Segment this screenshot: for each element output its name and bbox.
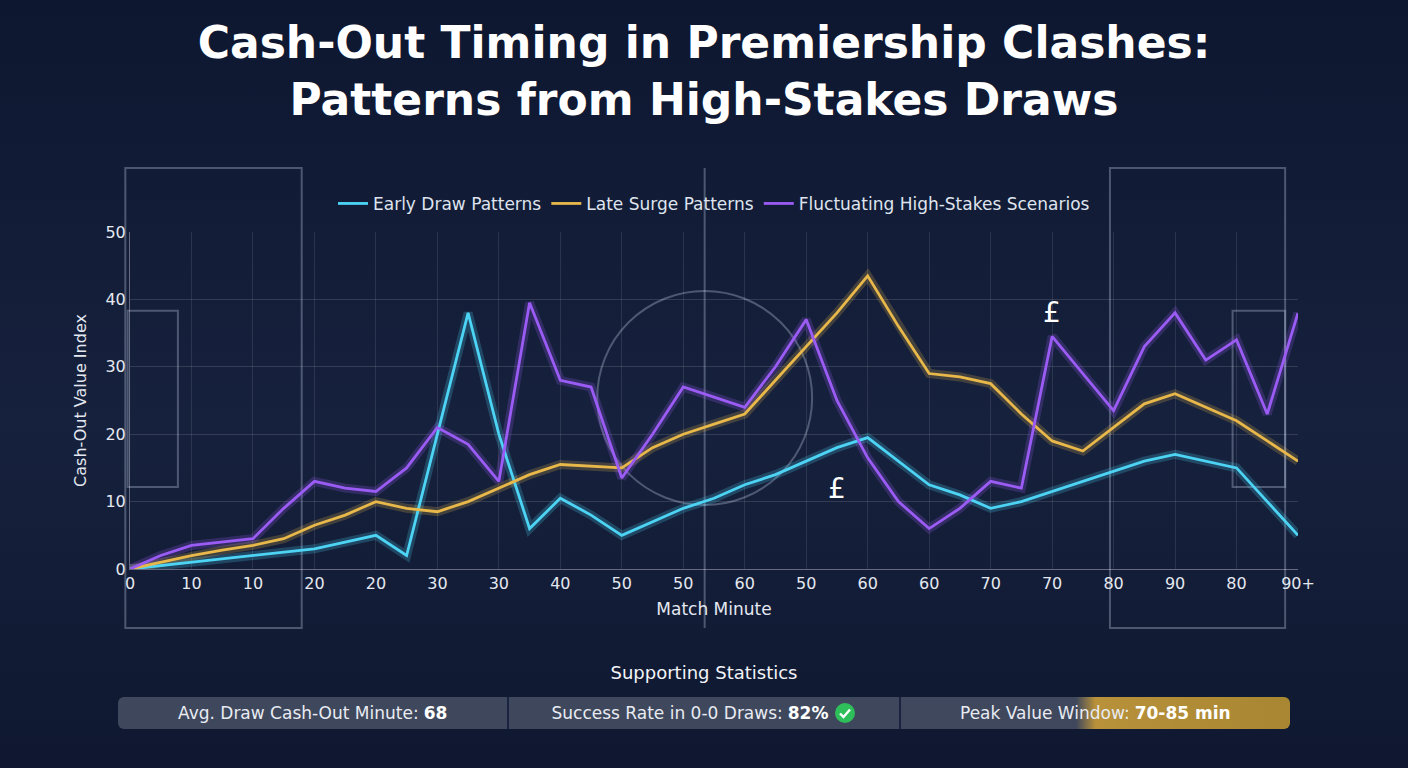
svg-text:30: 30 bbox=[489, 574, 509, 593]
svg-text:50: 50 bbox=[673, 574, 693, 593]
svg-text:10: 10 bbox=[243, 574, 263, 593]
svg-text:20: 20 bbox=[105, 425, 125, 444]
html-text:Supporting Statistics: Supporting Statistics bbox=[610, 662, 798, 683]
svg-text:0: 0 bbox=[125, 574, 135, 593]
svg-text:30: 30 bbox=[427, 574, 447, 593]
svg-text:50: 50 bbox=[612, 574, 632, 593]
svg-text:0: 0 bbox=[116, 560, 126, 579]
html-text:Avg. Draw Cash-Out Minute: 68: Avg. Draw Cash-Out Minute: 68 bbox=[178, 703, 448, 723]
svg-text:10: 10 bbox=[105, 492, 125, 511]
svg-text:20: 20 bbox=[366, 574, 386, 593]
svg-text:Fluctuating High-Stakes Scenar: Fluctuating High-Stakes Scenarios bbox=[799, 194, 1090, 214]
svg-text:£: £ bbox=[828, 472, 846, 505]
svg-text:40: 40 bbox=[550, 574, 570, 593]
svg-text:60: 60 bbox=[919, 574, 939, 593]
svg-text:30: 30 bbox=[105, 357, 125, 376]
svg-text:Early Draw Patterns: Early Draw Patterns bbox=[373, 194, 541, 214]
svg-text:80: 80 bbox=[1226, 574, 1246, 593]
svg-text:60: 60 bbox=[735, 574, 755, 593]
svg-text:50: 50 bbox=[105, 223, 125, 242]
svg-text:20: 20 bbox=[304, 574, 324, 593]
html-text:Peak Value Window: 70-85 min: Peak Value Window: 70-85 min bbox=[960, 703, 1231, 723]
svg-text:Match Minute: Match Minute bbox=[656, 599, 771, 619]
svg-text:40: 40 bbox=[105, 290, 125, 309]
svg-text:80: 80 bbox=[1103, 574, 1123, 593]
svg-text:70: 70 bbox=[1042, 574, 1062, 593]
svg-text:Cash-Out Value Index: Cash-Out Value Index bbox=[71, 314, 90, 487]
svg-text:£: £ bbox=[1043, 296, 1061, 329]
svg-text:50: 50 bbox=[796, 574, 816, 593]
svg-text:Cash-Out Timing in Premiership: Cash-Out Timing in Premiership Clashes:P… bbox=[198, 17, 1211, 125]
html-text:Success Rate in 0-0 Draws: 82%: Success Rate in 0-0 Draws: 82% bbox=[551, 703, 829, 723]
svg-text:70: 70 bbox=[980, 574, 1000, 593]
svg-text:60: 60 bbox=[858, 574, 878, 593]
svg-text:90+: 90+ bbox=[1281, 574, 1315, 593]
svg-text:90: 90 bbox=[1165, 574, 1185, 593]
svg-text:Late Surge Patterns: Late Surge Patterns bbox=[586, 194, 753, 214]
svg-text:10: 10 bbox=[181, 574, 201, 593]
